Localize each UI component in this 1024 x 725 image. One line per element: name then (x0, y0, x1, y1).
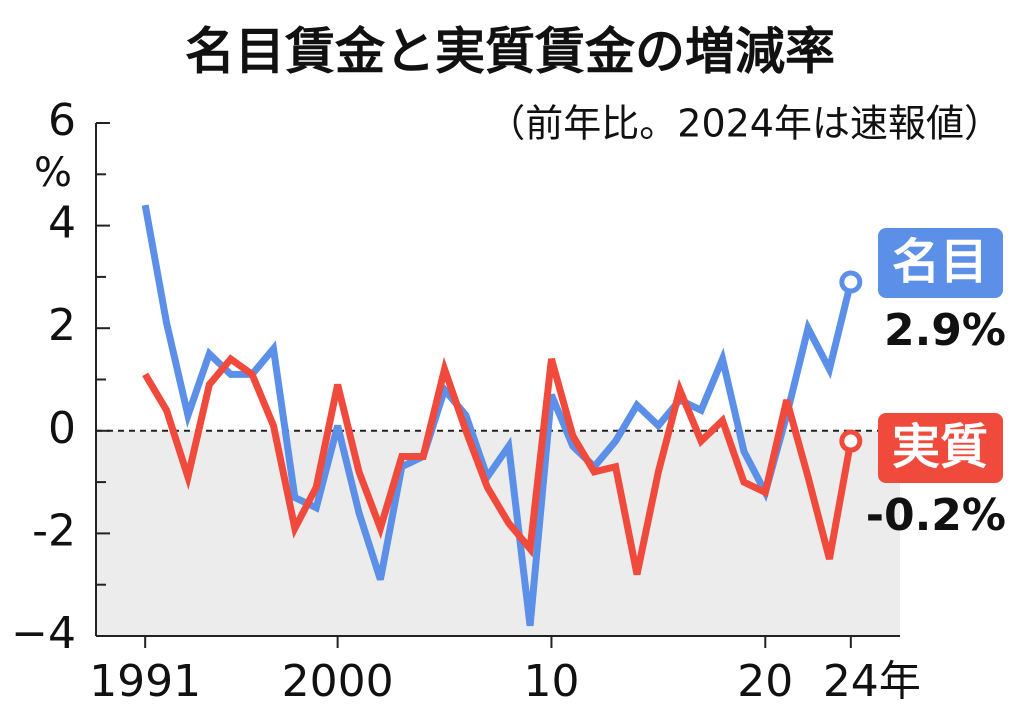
y-unit: % (34, 150, 72, 196)
y-tick-label: 2 (48, 300, 76, 351)
legend-box (878, 228, 1003, 298)
chart-subtitle: （前年比。2024年は速報値） (487, 102, 1002, 146)
y-tick-label: -2 (32, 505, 76, 556)
y-tick-label: −4 (11, 608, 76, 659)
x-unit: 年 (879, 657, 921, 706)
x-tick-label: 1991 (89, 656, 201, 707)
legend-box (878, 413, 1003, 483)
legend-label: 名目 (892, 234, 988, 290)
value-label: 2.9% (884, 305, 1006, 356)
end-marker (839, 270, 863, 294)
x-tick-label: 20 (737, 656, 793, 707)
series-line (142, 354, 855, 576)
value-label: -0.2% (866, 490, 1006, 541)
y-tick-label: 4 (48, 198, 76, 249)
end-marker (839, 429, 863, 453)
y-tick-label: 0 (48, 403, 76, 454)
x-tick-label: 24 (823, 656, 879, 707)
y-tick-label: 6 (48, 95, 76, 146)
x-tick-label: 2000 (282, 656, 394, 707)
chart-title: 名目賃金と実質賃金の増減率 (185, 23, 835, 81)
legend-label: 実質 (892, 419, 988, 475)
x-tick-label: 10 (523, 656, 579, 707)
series-line (141, 204, 855, 627)
